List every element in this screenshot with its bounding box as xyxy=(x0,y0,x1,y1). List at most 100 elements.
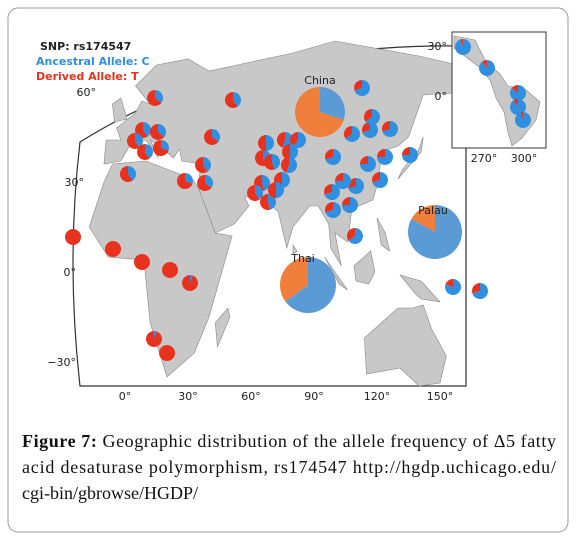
pie-ancestral xyxy=(158,124,166,137)
pie-ancestral xyxy=(345,126,360,142)
pie-ancestral xyxy=(382,121,398,137)
pie-derived xyxy=(204,129,219,145)
pie-derived xyxy=(146,331,163,347)
pie-ancestral xyxy=(290,144,298,160)
pie-derived xyxy=(255,150,266,166)
landmass xyxy=(353,250,376,285)
landmass xyxy=(112,97,128,123)
pie-derived xyxy=(137,144,150,160)
pie-derived xyxy=(360,156,368,164)
pie-label: Thai xyxy=(290,252,315,265)
inset-lat-label: 0° xyxy=(435,90,448,103)
pie-derived xyxy=(153,140,169,156)
lat-label: 30° xyxy=(65,176,85,189)
pie-ancestral xyxy=(282,172,290,188)
pie-ancestral xyxy=(155,90,163,103)
pie-derived xyxy=(372,172,380,183)
landmass xyxy=(214,307,231,348)
pie-ancestral xyxy=(161,140,170,151)
pie-ancestral xyxy=(348,178,364,194)
pie-ancestral xyxy=(154,331,157,339)
pie-ancestral xyxy=(266,135,274,151)
pie-derived xyxy=(381,121,390,132)
pie-derived xyxy=(119,166,133,183)
pie-ancestral xyxy=(255,185,263,200)
lat-label: −30° xyxy=(47,356,76,369)
pie-derived xyxy=(324,184,332,195)
pie-ancestral xyxy=(362,122,378,138)
caption-line: Figure 7: Geographic distribution of the… xyxy=(22,431,556,451)
pie-ancestral xyxy=(145,144,153,159)
pie-ancestral xyxy=(510,99,526,115)
pie-derived xyxy=(520,112,523,120)
pie-derived xyxy=(258,135,266,151)
pie-derived xyxy=(268,182,276,198)
pie-ancestral xyxy=(203,157,211,172)
landmass xyxy=(88,160,233,378)
pie-derived xyxy=(353,80,362,91)
pie-derived xyxy=(195,157,208,174)
pie-derived xyxy=(280,257,308,302)
pie-ancestral xyxy=(282,132,293,148)
pie-derived xyxy=(347,178,356,189)
pie-ancestral xyxy=(472,283,488,299)
pie-ancestral xyxy=(320,87,345,120)
caption-line: acid desaturase polymorphism, rs174547 h… xyxy=(22,457,556,477)
pie-derived xyxy=(290,132,298,147)
pie-ancestral xyxy=(335,173,351,189)
pie-ancestral xyxy=(285,257,337,313)
pie-ancestral xyxy=(354,80,370,96)
pie-derived xyxy=(264,154,275,170)
pie-label: Palau xyxy=(418,204,448,217)
pie-derived xyxy=(346,228,355,241)
pie-derived xyxy=(335,173,343,181)
pie-ancestral xyxy=(348,228,363,244)
pie-derived xyxy=(134,254,150,270)
lon-label: 60° xyxy=(241,390,261,403)
pie-ancestral xyxy=(408,205,462,260)
pie-derived xyxy=(182,275,199,291)
pie-ancestral xyxy=(360,156,376,172)
pie-ancestral xyxy=(262,175,271,191)
pie-ancestral xyxy=(372,172,388,188)
pie-derived xyxy=(513,99,518,107)
pie-ancestral xyxy=(342,197,358,213)
pie-derived xyxy=(411,205,435,232)
pie-derived xyxy=(225,92,238,109)
landmass xyxy=(364,304,447,387)
pie-derived xyxy=(460,39,463,47)
pie-ancestral xyxy=(190,275,193,283)
pie-ancestral xyxy=(325,202,341,219)
pie-derived xyxy=(280,157,289,173)
pie-derived xyxy=(324,149,333,160)
pie-derived xyxy=(402,147,410,155)
lat-label: 60° xyxy=(77,86,97,99)
lat-label: 0° xyxy=(64,266,77,279)
pie-ancestral xyxy=(402,147,418,163)
pie-ancestral xyxy=(272,154,281,170)
pie-ancestral xyxy=(479,60,495,76)
pie-derived xyxy=(127,133,140,150)
pie-ancestral xyxy=(286,157,297,173)
pie-derived xyxy=(377,149,385,157)
pie-ancestral xyxy=(128,166,136,181)
lon-label: 0° xyxy=(119,390,132,403)
pie-derived xyxy=(150,123,165,140)
lon-label: 30° xyxy=(178,390,198,403)
pie-derived xyxy=(260,194,271,210)
caption-line: cgi-bin/gbrowse/HGDP/ xyxy=(22,483,198,503)
pie-label: China xyxy=(304,74,335,87)
pie-derived xyxy=(162,262,178,278)
inset-lat-label: 30° xyxy=(428,40,448,53)
landmass xyxy=(376,217,391,252)
pie-ancestral xyxy=(135,133,143,148)
pie-derived xyxy=(159,345,175,361)
landmass xyxy=(399,274,441,303)
pie-ancestral xyxy=(444,279,461,296)
pie-ancestral xyxy=(365,109,380,125)
pie-derived xyxy=(282,144,290,160)
pie-derived xyxy=(147,90,162,106)
pie-derived xyxy=(65,229,81,245)
legend-snp: SNP: rs174547 xyxy=(40,40,131,53)
